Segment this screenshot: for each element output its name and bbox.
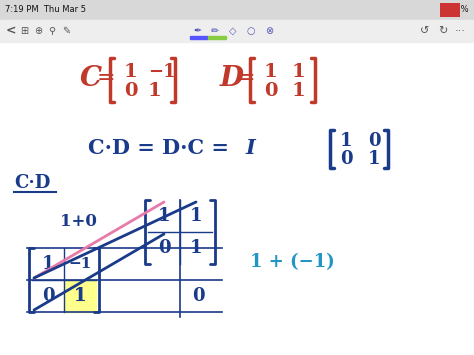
Text: 1: 1 — [74, 287, 86, 305]
Text: ○: ○ — [247, 26, 255, 36]
Text: C·D: C·D — [14, 174, 50, 192]
Text: −1: −1 — [148, 63, 176, 81]
Text: ⚲: ⚲ — [48, 26, 55, 36]
Text: 1: 1 — [292, 82, 306, 100]
Bar — [190, 36, 208, 39]
Text: 58%: 58% — [450, 5, 469, 15]
Text: 1: 1 — [158, 207, 170, 225]
Text: 0: 0 — [264, 82, 277, 100]
Bar — [208, 36, 226, 39]
Text: 7:19 PM  Thu Mar 5: 7:19 PM Thu Mar 5 — [5, 5, 86, 15]
Text: 0: 0 — [124, 82, 137, 100]
Text: 1: 1 — [148, 82, 162, 100]
Text: 0: 0 — [158, 239, 170, 257]
Text: 0: 0 — [191, 287, 204, 305]
Text: 1: 1 — [190, 239, 202, 257]
Bar — [0, 20, 474, 42]
Text: ⊕: ⊕ — [34, 26, 42, 36]
Text: ↻: ↻ — [438, 26, 447, 36]
Text: ✒: ✒ — [193, 26, 201, 36]
Text: ⊗: ⊗ — [265, 26, 273, 36]
Text: 0: 0 — [368, 132, 381, 150]
Text: =: = — [97, 67, 116, 89]
Text: 0: 0 — [42, 287, 55, 305]
Text: =: = — [237, 67, 255, 89]
Text: ✏: ✏ — [211, 26, 219, 36]
Text: 1: 1 — [292, 63, 306, 81]
Text: 1: 1 — [264, 63, 278, 81]
Text: ⊞: ⊞ — [20, 26, 28, 36]
Text: 0: 0 — [340, 150, 353, 168]
Text: 1: 1 — [42, 255, 54, 273]
Bar — [440, 3, 460, 17]
Text: 1: 1 — [124, 63, 138, 81]
Text: ↺: ↺ — [420, 26, 429, 36]
Text: 1: 1 — [190, 207, 202, 225]
Text: ···: ··· — [455, 26, 466, 36]
Text: −1: −1 — [68, 257, 91, 271]
Text: I: I — [245, 138, 255, 158]
Text: 1: 1 — [74, 287, 86, 305]
Text: 1: 1 — [340, 132, 353, 150]
Bar — [64, 280, 96, 312]
Text: 1 + (−1): 1 + (−1) — [250, 253, 335, 271]
Text: D: D — [220, 65, 244, 92]
Text: C: C — [80, 65, 102, 92]
Text: 1: 1 — [368, 150, 381, 168]
Text: ✎: ✎ — [62, 26, 70, 36]
Text: <: < — [6, 24, 17, 38]
Bar — [0, 0, 474, 20]
Text: C·D = D·C =: C·D = D·C = — [88, 138, 229, 158]
Text: ◇: ◇ — [229, 26, 237, 36]
Text: 1+0: 1+0 — [60, 213, 97, 230]
